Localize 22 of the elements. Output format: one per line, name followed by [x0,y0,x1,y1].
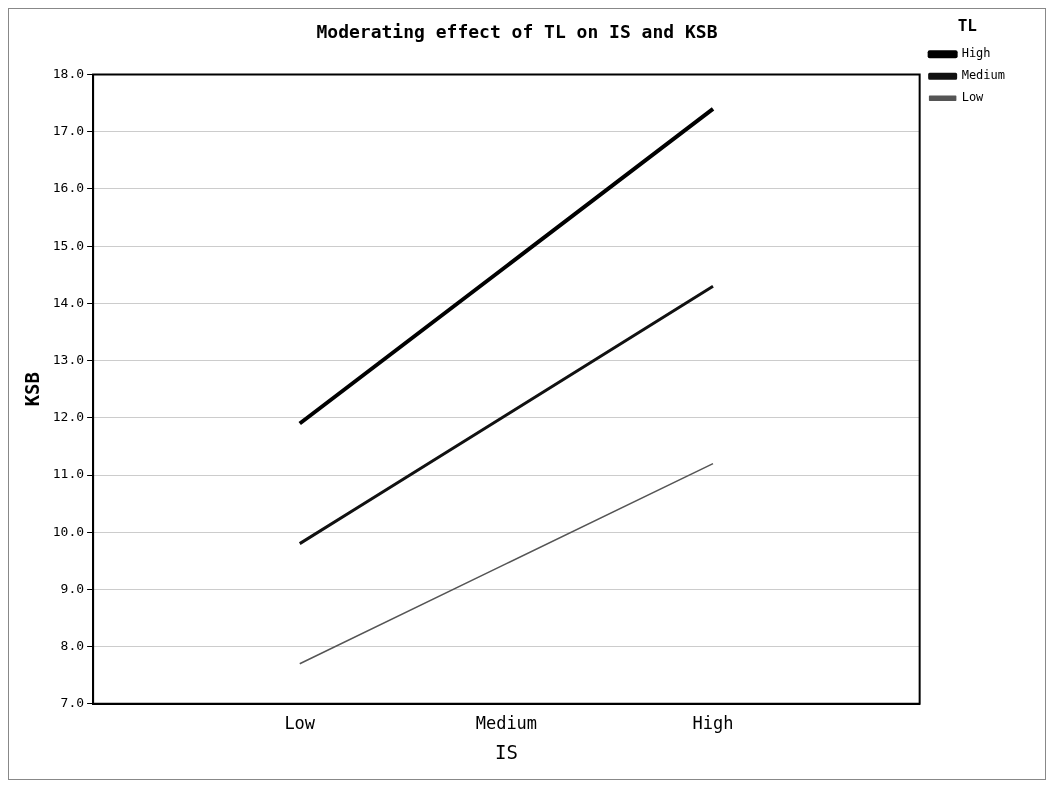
y-tick-label: 15.0 [52,237,85,253]
y-tick-label: 7.0 [60,695,85,711]
x-tick-label: Medium [475,713,538,734]
x-axis-title: IS [494,740,518,763]
chart-title: Moderating effect of TL on IS and KSB [316,21,718,43]
y-tick-label: 10.0 [52,523,85,539]
legend-label: Low [961,90,985,105]
y-tick-label: 18.0 [52,65,85,81]
y-axis-title: KSB [21,372,44,407]
y-tick-label: 11.0 [52,466,85,482]
x-tick-label: Low [284,713,316,734]
y-tick-label: 13.0 [52,351,85,367]
y-tick-label: 9.0 [60,580,85,596]
y-tick-label: 12.0 [52,409,85,425]
legend-label: High [961,46,991,61]
y-tick-label: 16.0 [52,180,85,196]
x-tick-label: High [692,713,734,734]
y-tick-label: 17.0 [52,123,85,139]
legend-label: Medium [961,68,1006,83]
legend-title: TL [957,16,977,36]
y-tick-label: 14.0 [52,294,85,310]
y-tick-label: 8.0 [60,637,85,653]
